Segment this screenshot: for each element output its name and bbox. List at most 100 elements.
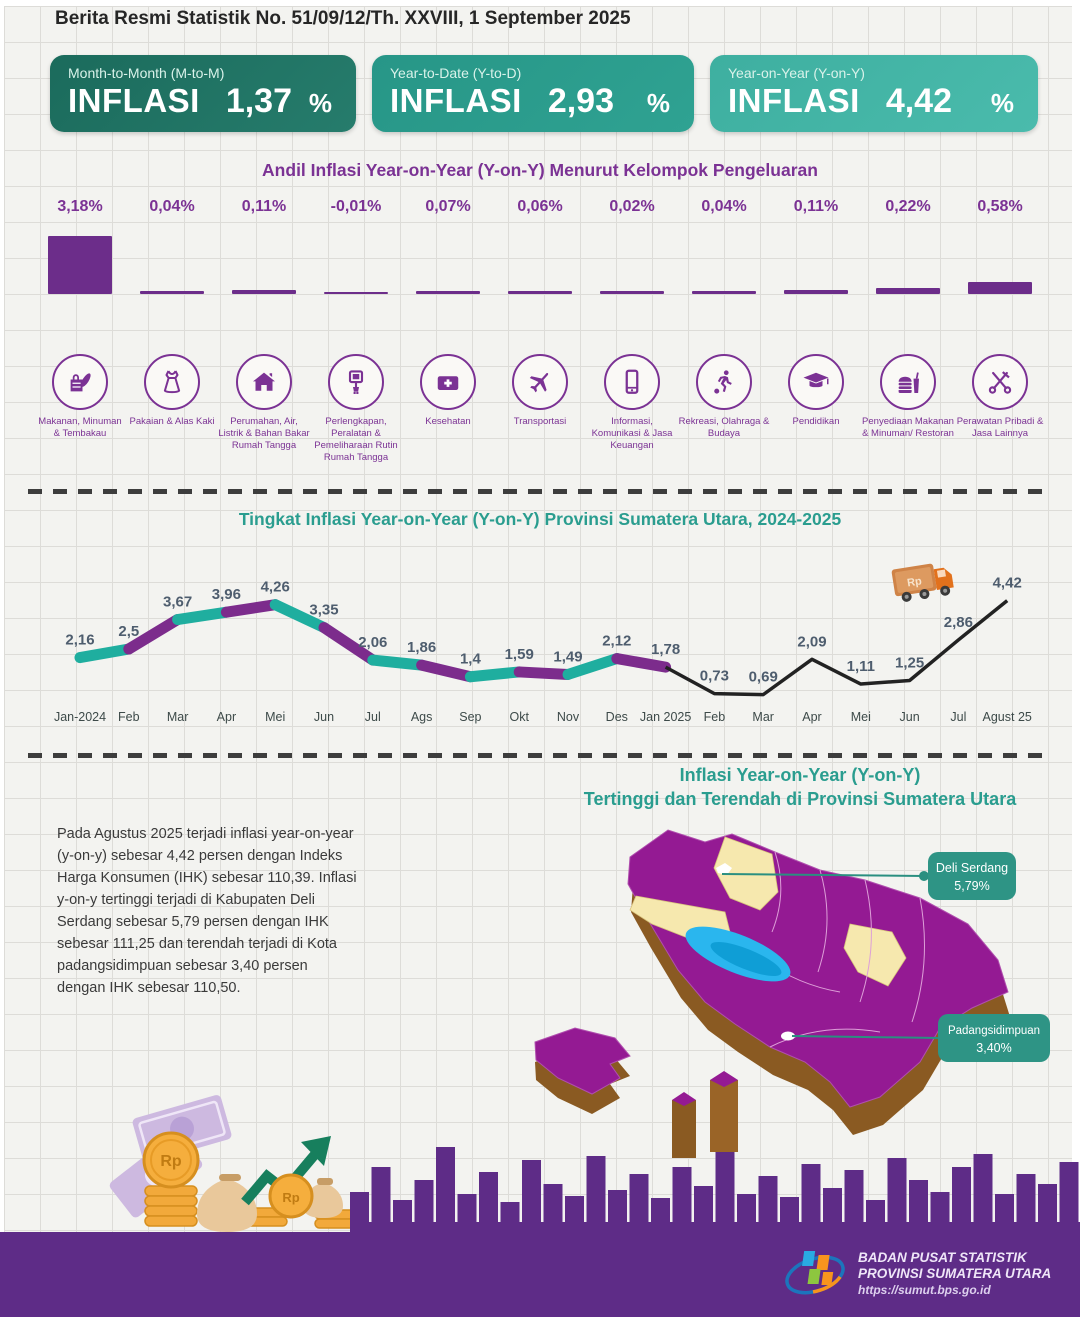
bar-value-label: 0,07% [425,198,471,215]
small-island-top [672,1092,696,1106]
trend-value-label: 2,16 [65,632,94,649]
bar-value-label: 0,11% [241,198,287,215]
highest-region-name: Deli Serdang [936,861,1008,875]
card-year-to-date: Year-to-Date (Y-to-D) INFLASI 2,93 % [372,55,694,132]
trend-x-label: Feb [704,710,726,724]
trend-value-label: 2,86 [944,614,973,631]
expenditure-group-label: Rekreasi, Olahraga & Budaya [678,416,770,440]
housing-icon [236,354,292,410]
trend-x-label: Okt [509,710,529,724]
expenditure-group-label: Transportasi [513,416,567,427]
small-island-column [710,1080,738,1152]
skyline-building [801,1164,821,1236]
trend-value-label: 2,12 [602,633,631,650]
trend-x-label: Mei [851,710,871,724]
bar [416,290,480,294]
card-year-on-year: Year-on-Year (Y-on-Y) INFLASI 4,42 % [710,55,1038,132]
expenditure-group-2: Perumahan, Air, Listrik & Bahan Bakar Ru… [218,354,310,465]
skyline-building [952,1167,971,1236]
bar [600,290,664,294]
trend-segment-6 [367,654,428,671]
callout-dot-highest [919,871,929,881]
bar [48,236,112,294]
expenditure-group-9: Penyediaan Makanan & Minuman/ Restoran [862,354,954,465]
trend-chart-title: Tingkat Inflasi Year-on-Year (Y-on-Y) Pr… [238,509,842,529]
trend-segment-3 [220,599,281,618]
bar-value-label: 0,22% [885,198,931,215]
skyline-building [1059,1162,1079,1236]
trend-x-label: Jun [900,710,920,724]
health-icon [420,354,476,410]
information-icon [604,354,660,410]
bar-value-label: 0,06% [517,198,563,215]
card-inflasi-label: INFLASI [68,82,200,119]
page-title: Berita Resmi Statistik No. 51/09/12/Th. … [55,8,631,29]
skyline-building [973,1154,993,1236]
trend-x-label: Apr [802,710,821,724]
expenditure-group-label: Kesehatan [425,416,471,427]
bar [876,288,940,294]
bar-column-3: -0,01% [310,198,402,294]
card-inflation-value: 2,93 [547,82,615,120]
logo-squares [802,1251,834,1285]
recreation-icon [696,354,752,410]
callout-box-highest [928,852,1016,900]
trend-x-label: Ags [411,710,433,724]
expenditure-group-label: Pendidikan [792,416,840,427]
contribution-chart-title: Andil Inflasi Year-on-Year (Y-on-Y) Menu… [262,160,818,180]
bar-column-5: 0,06% [494,198,586,294]
trend-segment-1 [123,614,184,655]
trend-segment-8 [464,666,525,683]
footer-org-line1: BADAN PUSAT STATISTIK [858,1250,1027,1265]
transport-icon [512,354,568,410]
money-bag-icon [197,1180,257,1232]
card-percent-sign: % [308,88,332,118]
lake-toba-inner [710,942,782,976]
expenditure-group-7: Rekreasi, Olahraga & Budaya [678,354,770,465]
trend-value-label: 4,42 [993,575,1022,592]
small-island-column [672,1100,696,1158]
trend-value-label: 1,49 [553,648,582,665]
trend-value-label: 3,96 [212,586,241,603]
bar-value-label: 0,11% [793,198,839,215]
skyline-building [371,1167,391,1236]
card-inflasi-label: INFLASI [728,82,860,119]
trend-segment-9 [513,666,574,680]
city-skyline [350,1147,1080,1236]
bar-column-7: 0,04% [678,198,770,294]
trend-segment-7 [416,659,476,683]
small-island-top [710,1071,738,1087]
card-period-label: Month-to-Month (M-to-M) [68,65,225,81]
growth-arrow-head [301,1136,331,1166]
footer-org-block: BADAN PUSAT STATISTIK PROVINSI SUMATERA … [858,1250,1051,1298]
trend-x-label: Sep [459,710,481,724]
trend-value-label: 1,4 [460,651,482,668]
expenditure-group-5: Transportasi [494,354,586,465]
map-section-title: Inflasi Year-on-Year (Y-on-Y) Tertinggi … [540,763,1060,812]
skyline-building [758,1176,778,1236]
map-title-line2: Tertinggi dan Terendah di Provinsi Sumat… [583,789,1017,810]
coin-rp-label-2: Rp [282,1190,299,1205]
bps-logo [785,1251,845,1295]
sumatera-utara-map: Deli Serdang 5,79% Padangsidimpuan 3,40% [534,829,1050,1158]
trend-x-label: Mar [752,710,774,724]
bar-value-label: 0,04% [149,198,195,215]
bar [968,281,1032,294]
footer-band [0,1232,1080,1317]
bar [508,290,572,294]
bar-column-2: 0,11% [218,198,310,294]
logo-orbit-orange [785,1255,845,1295]
truck-icon: Rp [891,563,954,602]
trend-segment-2 [172,606,232,626]
trend-value-label: 2,09 [797,633,826,650]
trend-value-label: 3,35 [309,602,338,619]
trend-x-label: Jun [314,710,334,724]
skyline-building [844,1170,864,1236]
expenditure-group-0: Makanan, Minuman & Tembakau [34,354,126,465]
grid-paper-background [4,6,1072,1317]
padangsidimpuan-marker [781,1031,795,1041]
skyline-building [629,1174,649,1236]
rupiah-coin-icon [268,1173,314,1219]
footer-website-link[interactable]: https://sumut.bps.go.id [858,1282,991,1297]
lowest-region-value: 3,40% [976,1041,1011,1055]
